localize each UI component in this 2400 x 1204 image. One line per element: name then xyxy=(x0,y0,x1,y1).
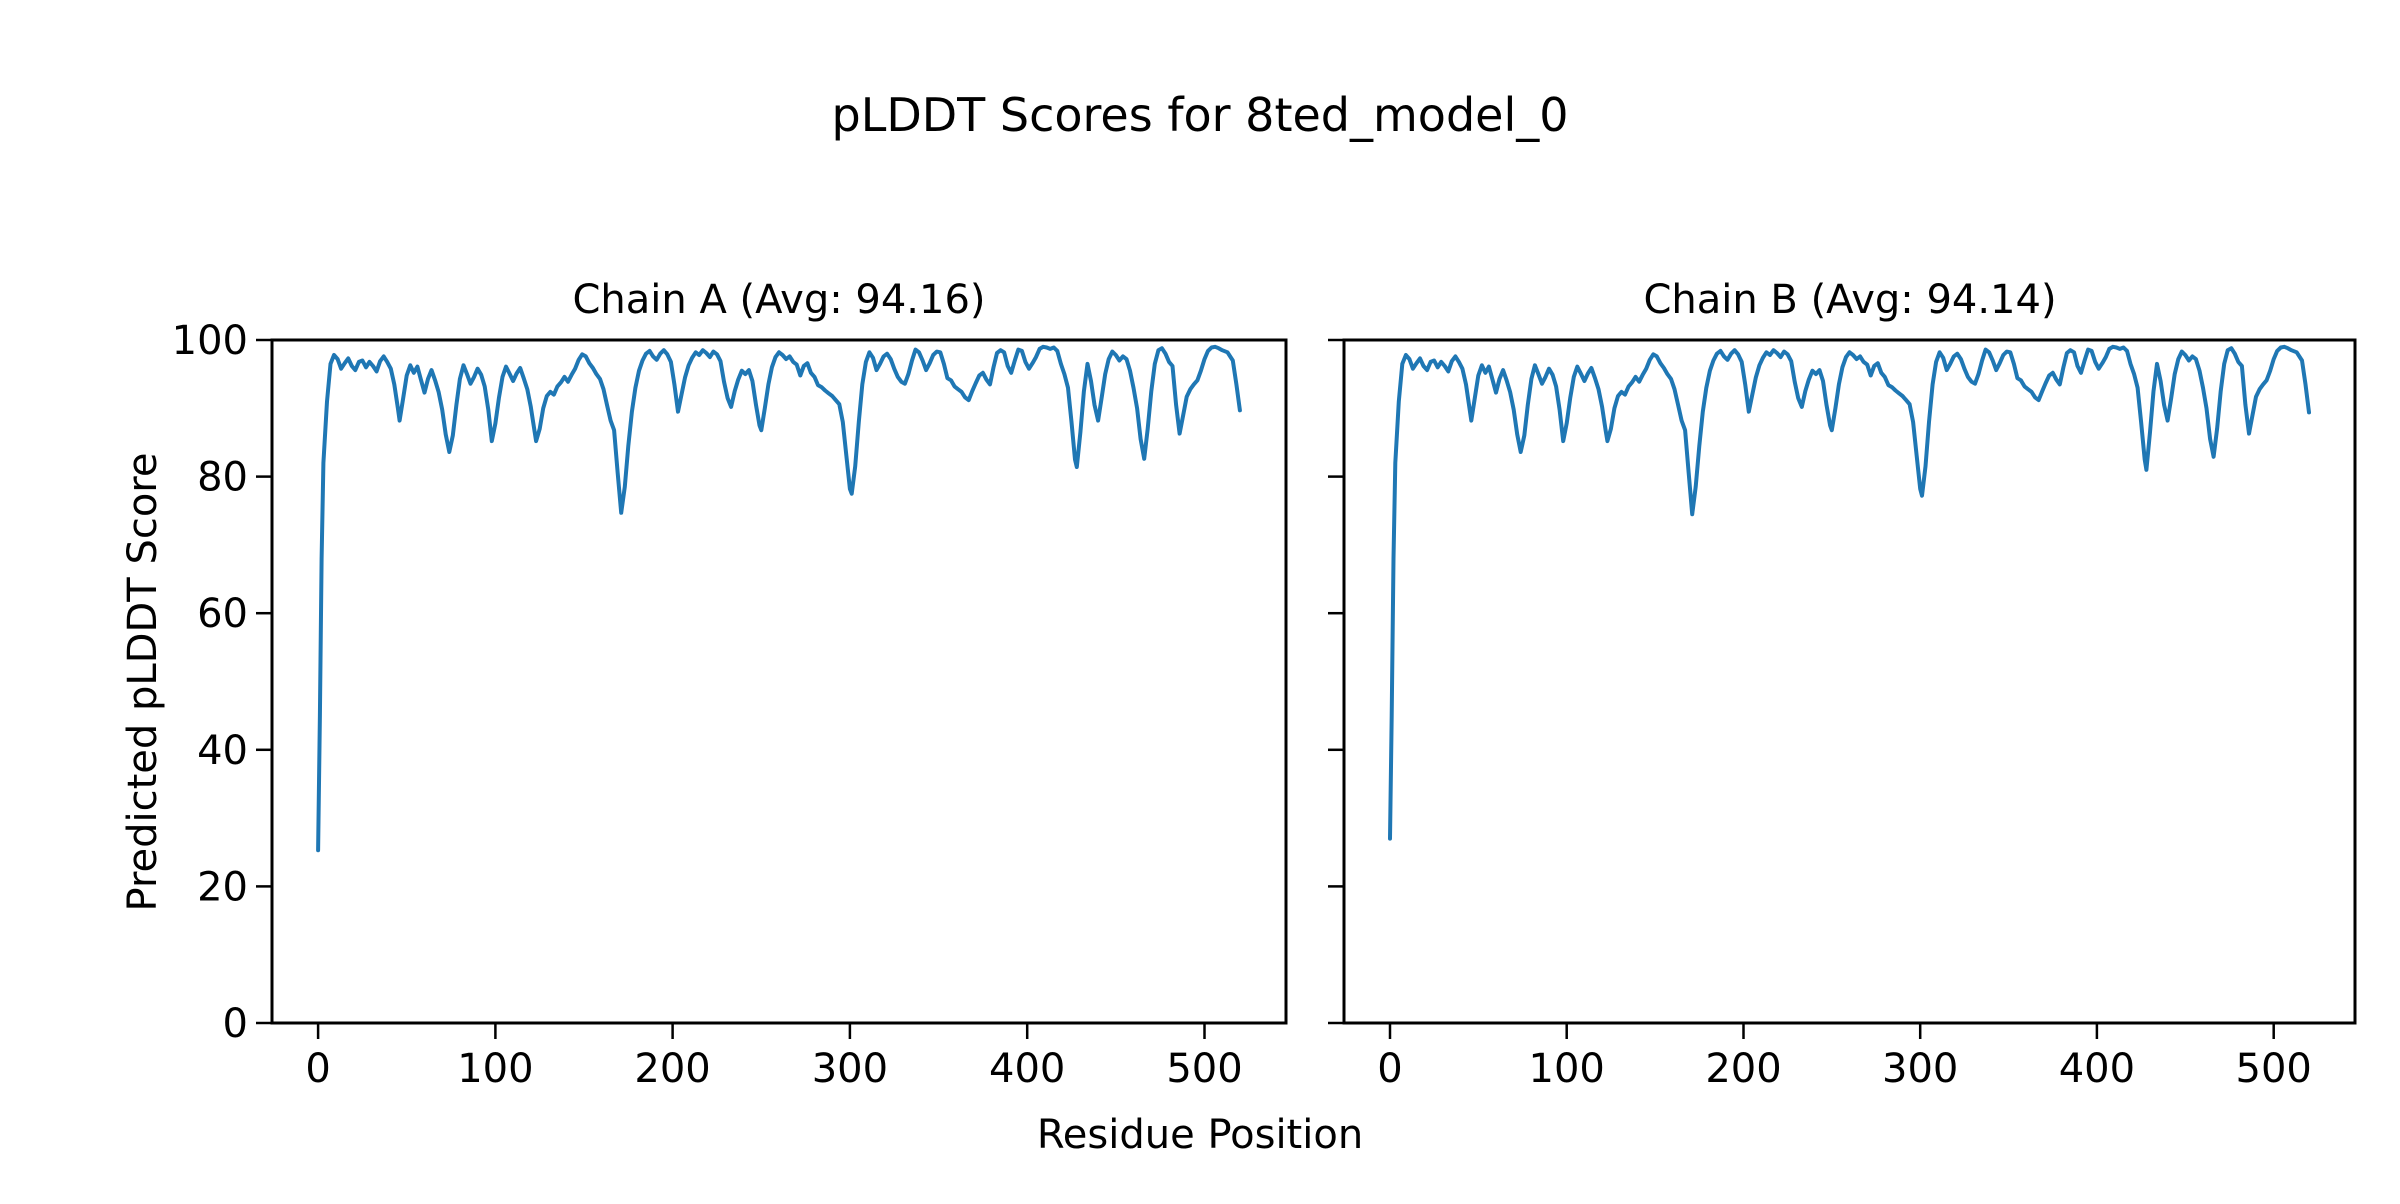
y-tick-label: 100 xyxy=(172,318,248,364)
y-axis-label: Predicted pLDDT Score xyxy=(120,453,166,912)
subplot-a-ticks: 0 100 200 300 400 500 0 20 40 60 80 100 xyxy=(172,318,1243,1092)
x-tick-label: 0 xyxy=(305,1046,330,1092)
x-tick-label: 100 xyxy=(1529,1046,1605,1092)
x-tick-label: 300 xyxy=(812,1046,888,1092)
x-tick-label: 400 xyxy=(989,1046,1065,1092)
x-tick-label: 400 xyxy=(2059,1046,2135,1092)
x-tick-label: 100 xyxy=(457,1046,533,1092)
figure-title: pLDDT Scores for 8ted_model_0 xyxy=(832,88,1569,142)
x-tick-label: 200 xyxy=(1705,1046,1781,1092)
y-tick-label: 60 xyxy=(197,591,248,637)
subplot-b-ticks: 0 100 200 300 400 500 xyxy=(1328,338,2312,1092)
x-tick-label: 300 xyxy=(1882,1046,1958,1092)
subplot-chain-a: Chain A (Avg: 94.16) 0 100 200 300 400 500 0 20… xyxy=(172,277,1288,1092)
x-tick-label: 200 xyxy=(634,1046,710,1092)
plddt-line-chain-a xyxy=(316,344,1242,853)
x-axis-label: Residue Position xyxy=(1037,1112,1363,1158)
y-tick-label: 20 xyxy=(197,864,248,910)
subplot-b-title: Chain B (Avg: 94.14) xyxy=(1643,277,2056,323)
subplot-a-title: Chain A (Avg: 94.16) xyxy=(572,277,985,323)
subplot-a-frame xyxy=(270,338,1288,1025)
y-tick-label: 80 xyxy=(197,455,248,501)
subplot-chain-b: Chain B (Avg: 94.14) 0 100 200 300 400 500 xyxy=(1328,277,2357,1092)
y-tick-label: 0 xyxy=(223,1001,248,1047)
plddt-line-chain-b xyxy=(1388,344,2311,841)
y-tick-label: 40 xyxy=(197,728,248,774)
subplot-b-frame xyxy=(1342,338,2357,1025)
x-tick-label: 500 xyxy=(1166,1046,1242,1092)
x-tick-label: 0 xyxy=(1377,1046,1402,1092)
x-tick-label: 500 xyxy=(2236,1046,2312,1092)
